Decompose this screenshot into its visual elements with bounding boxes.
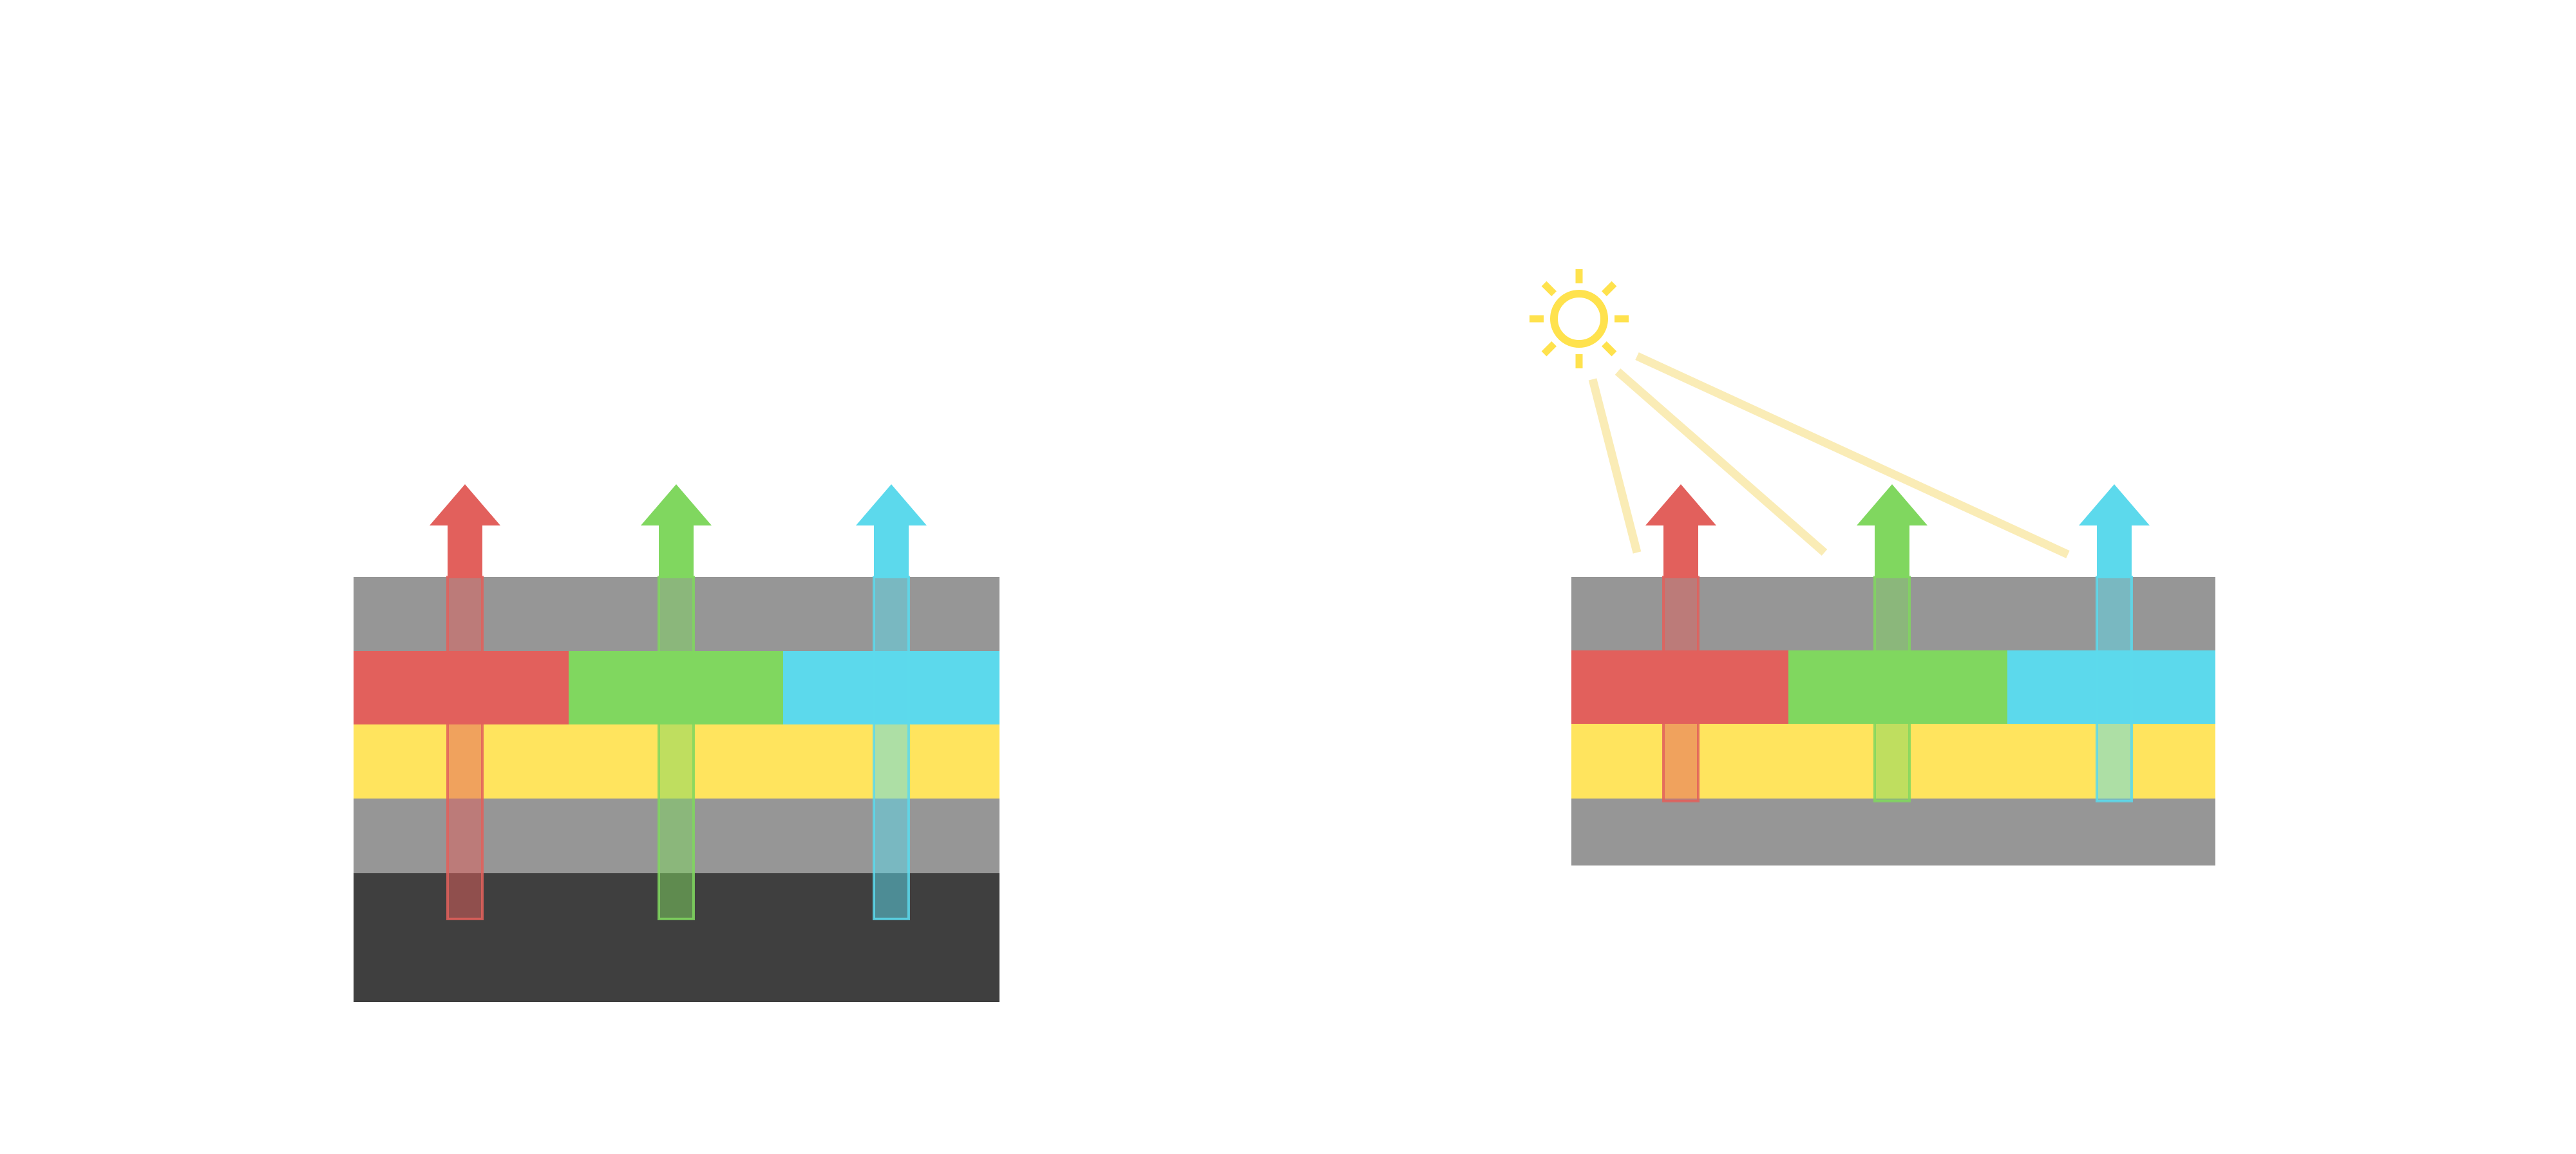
- red-arrow-head: [1645, 484, 1716, 578]
- blue-arrow-head: [856, 484, 927, 578]
- blue-arrow-head: [2079, 484, 2150, 578]
- red-arrow-beam: [1662, 576, 1700, 802]
- green-arrow-beam: [658, 576, 695, 920]
- sun-ring: [1550, 290, 1608, 348]
- blue-arrow-beam: [2096, 576, 2133, 802]
- blue-arrow-beam: [873, 576, 910, 920]
- sun-tick: [1575, 269, 1583, 283]
- sun-tick: [1615, 315, 1629, 323]
- left-backlit-stack: [354, 484, 999, 1002]
- green-arrow-head: [641, 484, 712, 578]
- sun-ray: [1588, 378, 1642, 554]
- sun-tick: [1602, 281, 1617, 296]
- blue-arrow: [856, 484, 927, 920]
- sun-tick: [1530, 315, 1544, 323]
- green-arrow: [641, 484, 712, 920]
- sun-tick: [1541, 281, 1557, 296]
- sun-ray: [1635, 352, 2070, 558]
- green-arrow: [1857, 484, 1927, 802]
- sun-tick: [1575, 354, 1583, 368]
- sun-tick: [1602, 341, 1617, 357]
- red-arrow-head: [430, 484, 500, 578]
- red-arrow: [430, 484, 500, 920]
- red-arrow-beam: [446, 576, 484, 920]
- green-arrow-head: [1857, 484, 1927, 578]
- sun-tick: [1541, 341, 1557, 357]
- sun-ray: [1615, 368, 1828, 556]
- sun-icon: [1530, 269, 1629, 368]
- gray-bottom-layer: [1571, 799, 2215, 866]
- right-sunlit-stack: [1530, 269, 2215, 866]
- red-arrow: [1645, 484, 1716, 802]
- blue-arrow: [2079, 484, 2150, 802]
- green-arrow-beam: [1873, 576, 1911, 802]
